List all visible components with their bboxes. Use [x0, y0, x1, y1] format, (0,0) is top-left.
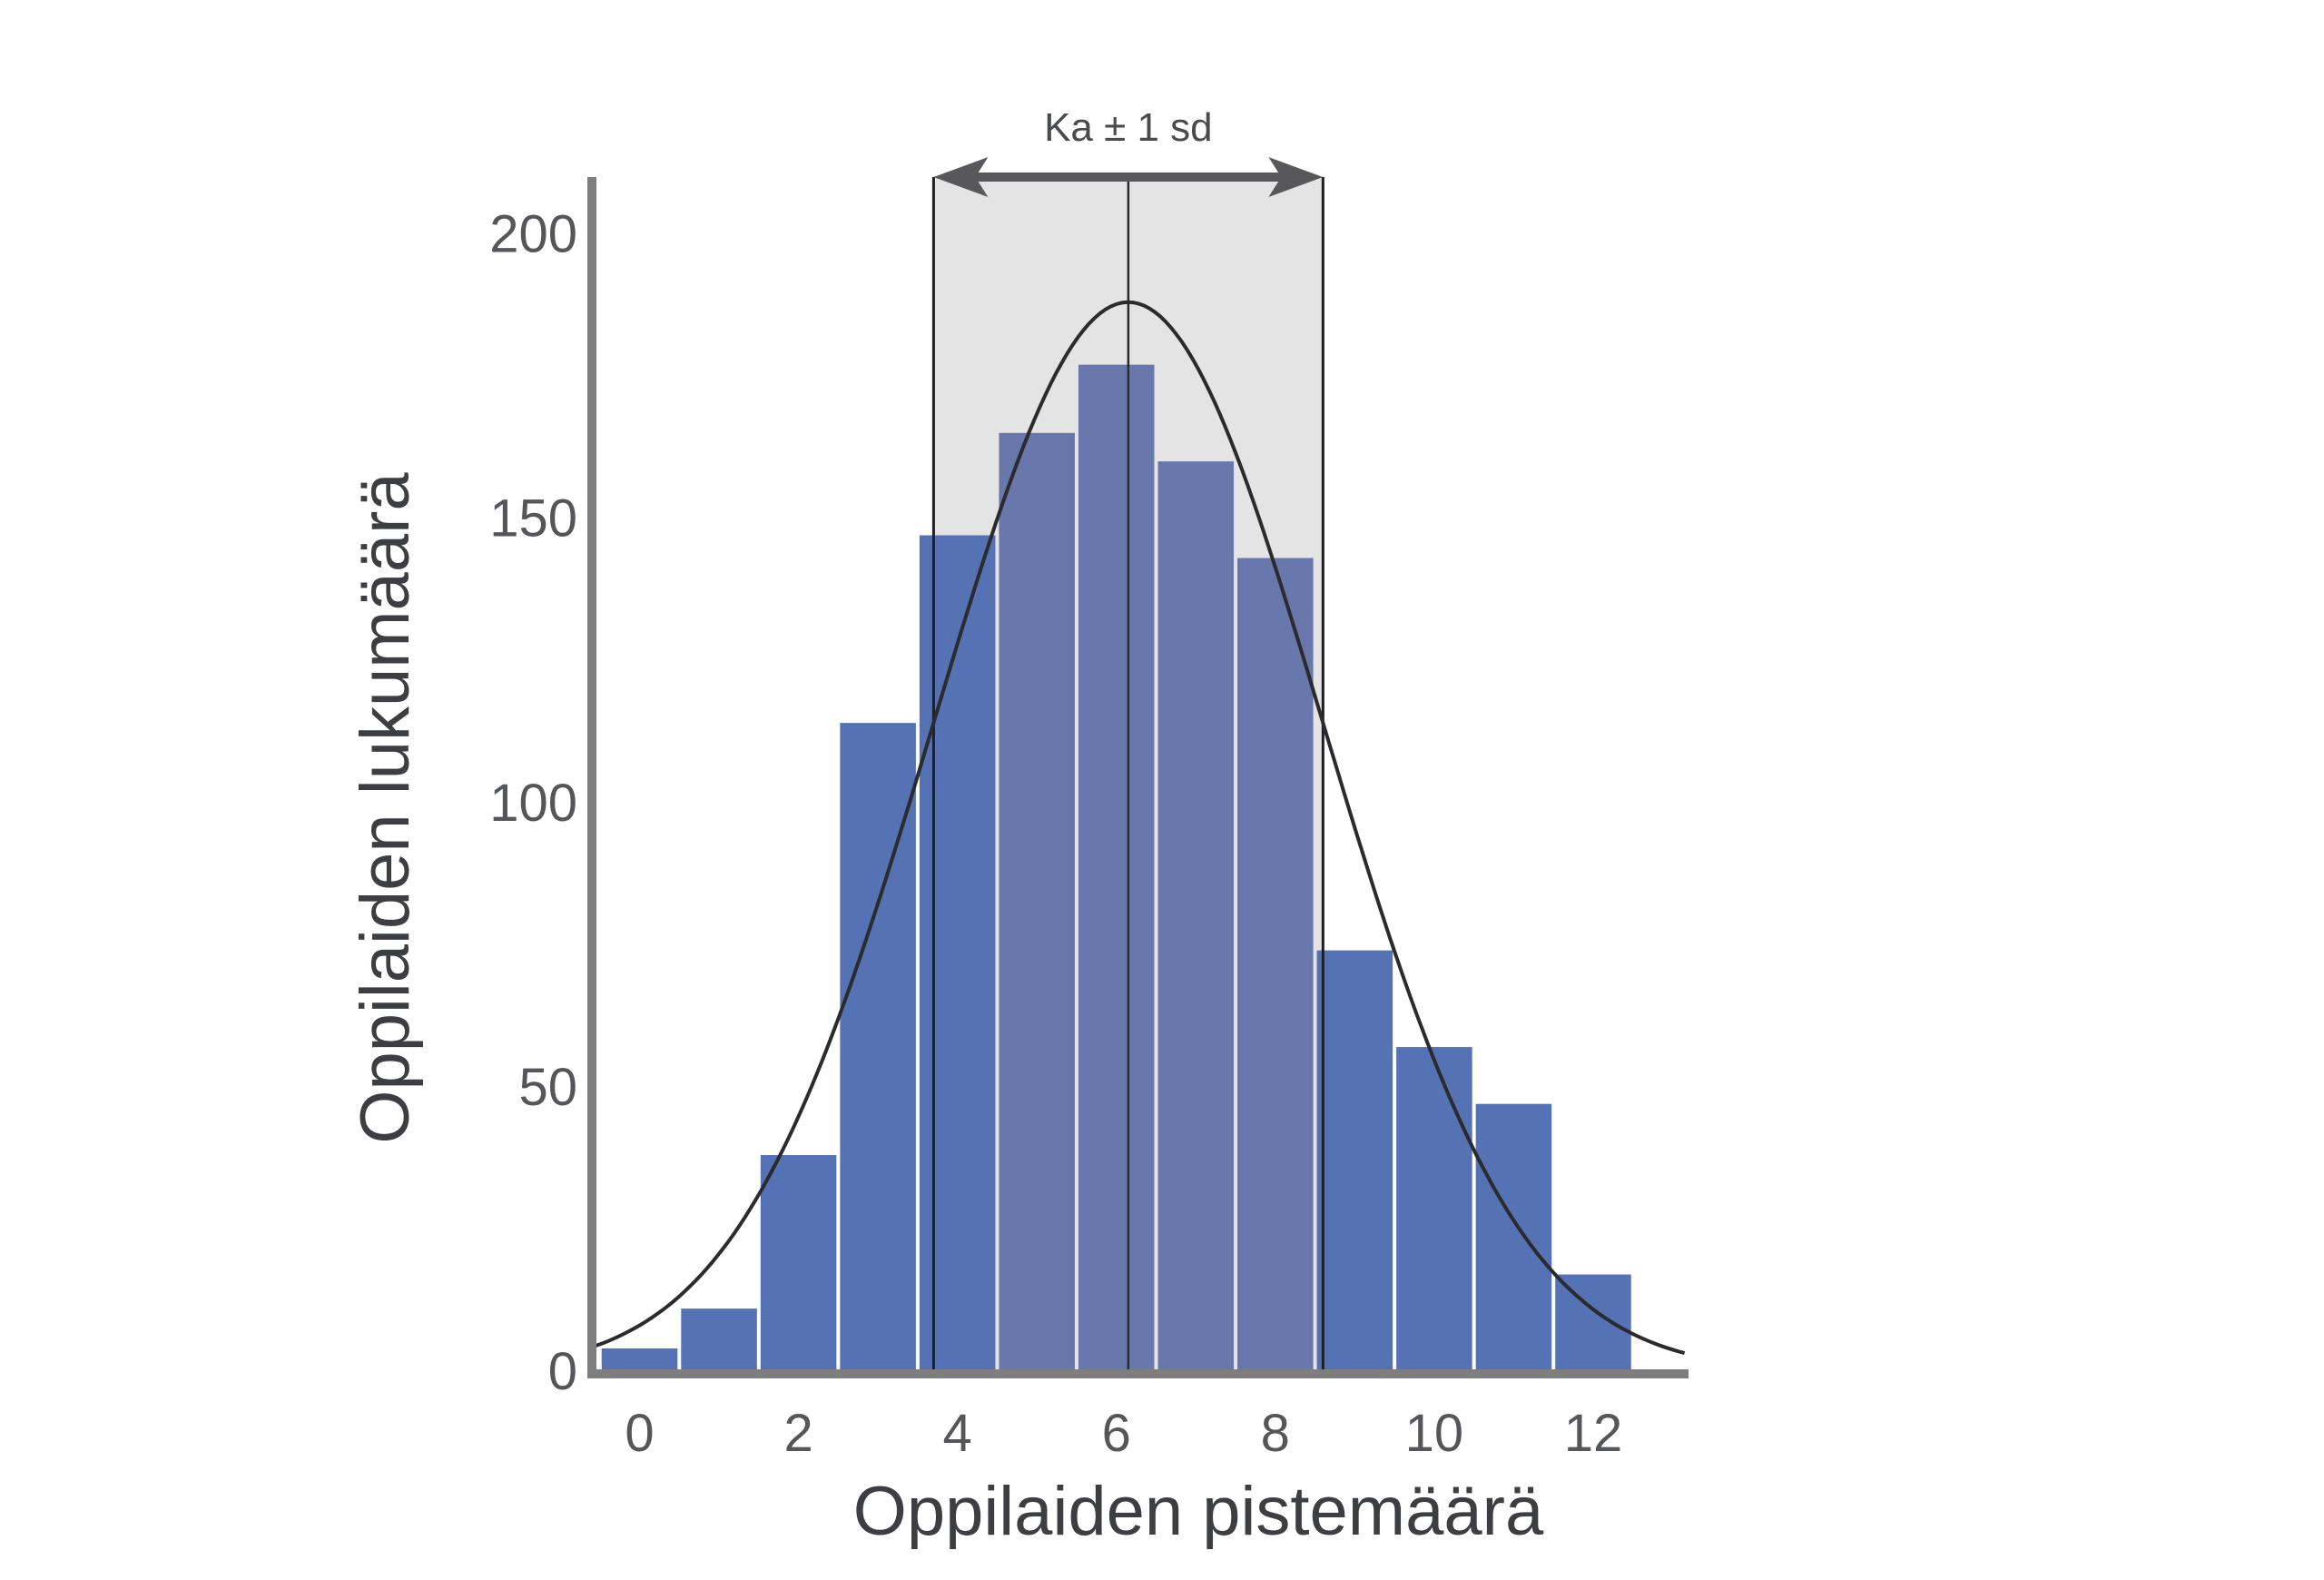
x-tick-label: 0	[625, 1404, 654, 1463]
y-tick-label: 0	[548, 1342, 577, 1401]
bar-11	[1475, 1103, 1552, 1371]
bar-10	[1396, 1047, 1472, 1371]
bar-5	[999, 432, 1075, 1372]
bar-6	[1078, 364, 1155, 1372]
sd-arrow-right-head	[1268, 157, 1324, 197]
bar-3	[840, 723, 916, 1371]
axes-layer	[587, 177, 1689, 1378]
y-tick-label: 50	[518, 1058, 577, 1117]
x-tick-label: 8	[1261, 1404, 1290, 1463]
y-tick-labels: 0 50 100 150 200	[489, 205, 577, 1401]
x-tick-labels: 0 2 4 6 8 10 12	[625, 1404, 1622, 1463]
x-tick-label: 10	[1405, 1404, 1464, 1463]
bar-8	[1237, 558, 1314, 1371]
y-tick-label: 100	[489, 774, 577, 833]
bar-9	[1316, 950, 1393, 1371]
x-tick-label: 4	[943, 1404, 972, 1463]
sd-arrow-left-head	[933, 157, 989, 197]
bar-2	[760, 1155, 837, 1371]
bars-layer	[601, 364, 1631, 1372]
y-tick-label: 150	[489, 489, 577, 548]
sd-arrow-layer	[933, 157, 1324, 197]
y-tick-label: 200	[489, 205, 577, 264]
sd-band-label: Ka ± 1 sd	[1044, 105, 1213, 150]
bar-1	[681, 1308, 757, 1371]
bar-4	[919, 535, 996, 1371]
x-tick-label: 6	[1102, 1404, 1131, 1463]
x-tick-label: 12	[1564, 1404, 1623, 1463]
x-tick-label: 2	[783, 1404, 812, 1463]
normal-curve-layer	[591, 177, 1686, 1371]
bar-7	[1157, 461, 1235, 1372]
normal-curve	[591, 300, 1686, 1356]
bar-12	[1555, 1274, 1631, 1371]
y-axis-title: Oppilaiden lukumäärä	[347, 472, 424, 1144]
bar-0	[601, 1348, 678, 1371]
x-axis-title: Oppilaiden pistemäärä	[853, 1473, 1544, 1550]
